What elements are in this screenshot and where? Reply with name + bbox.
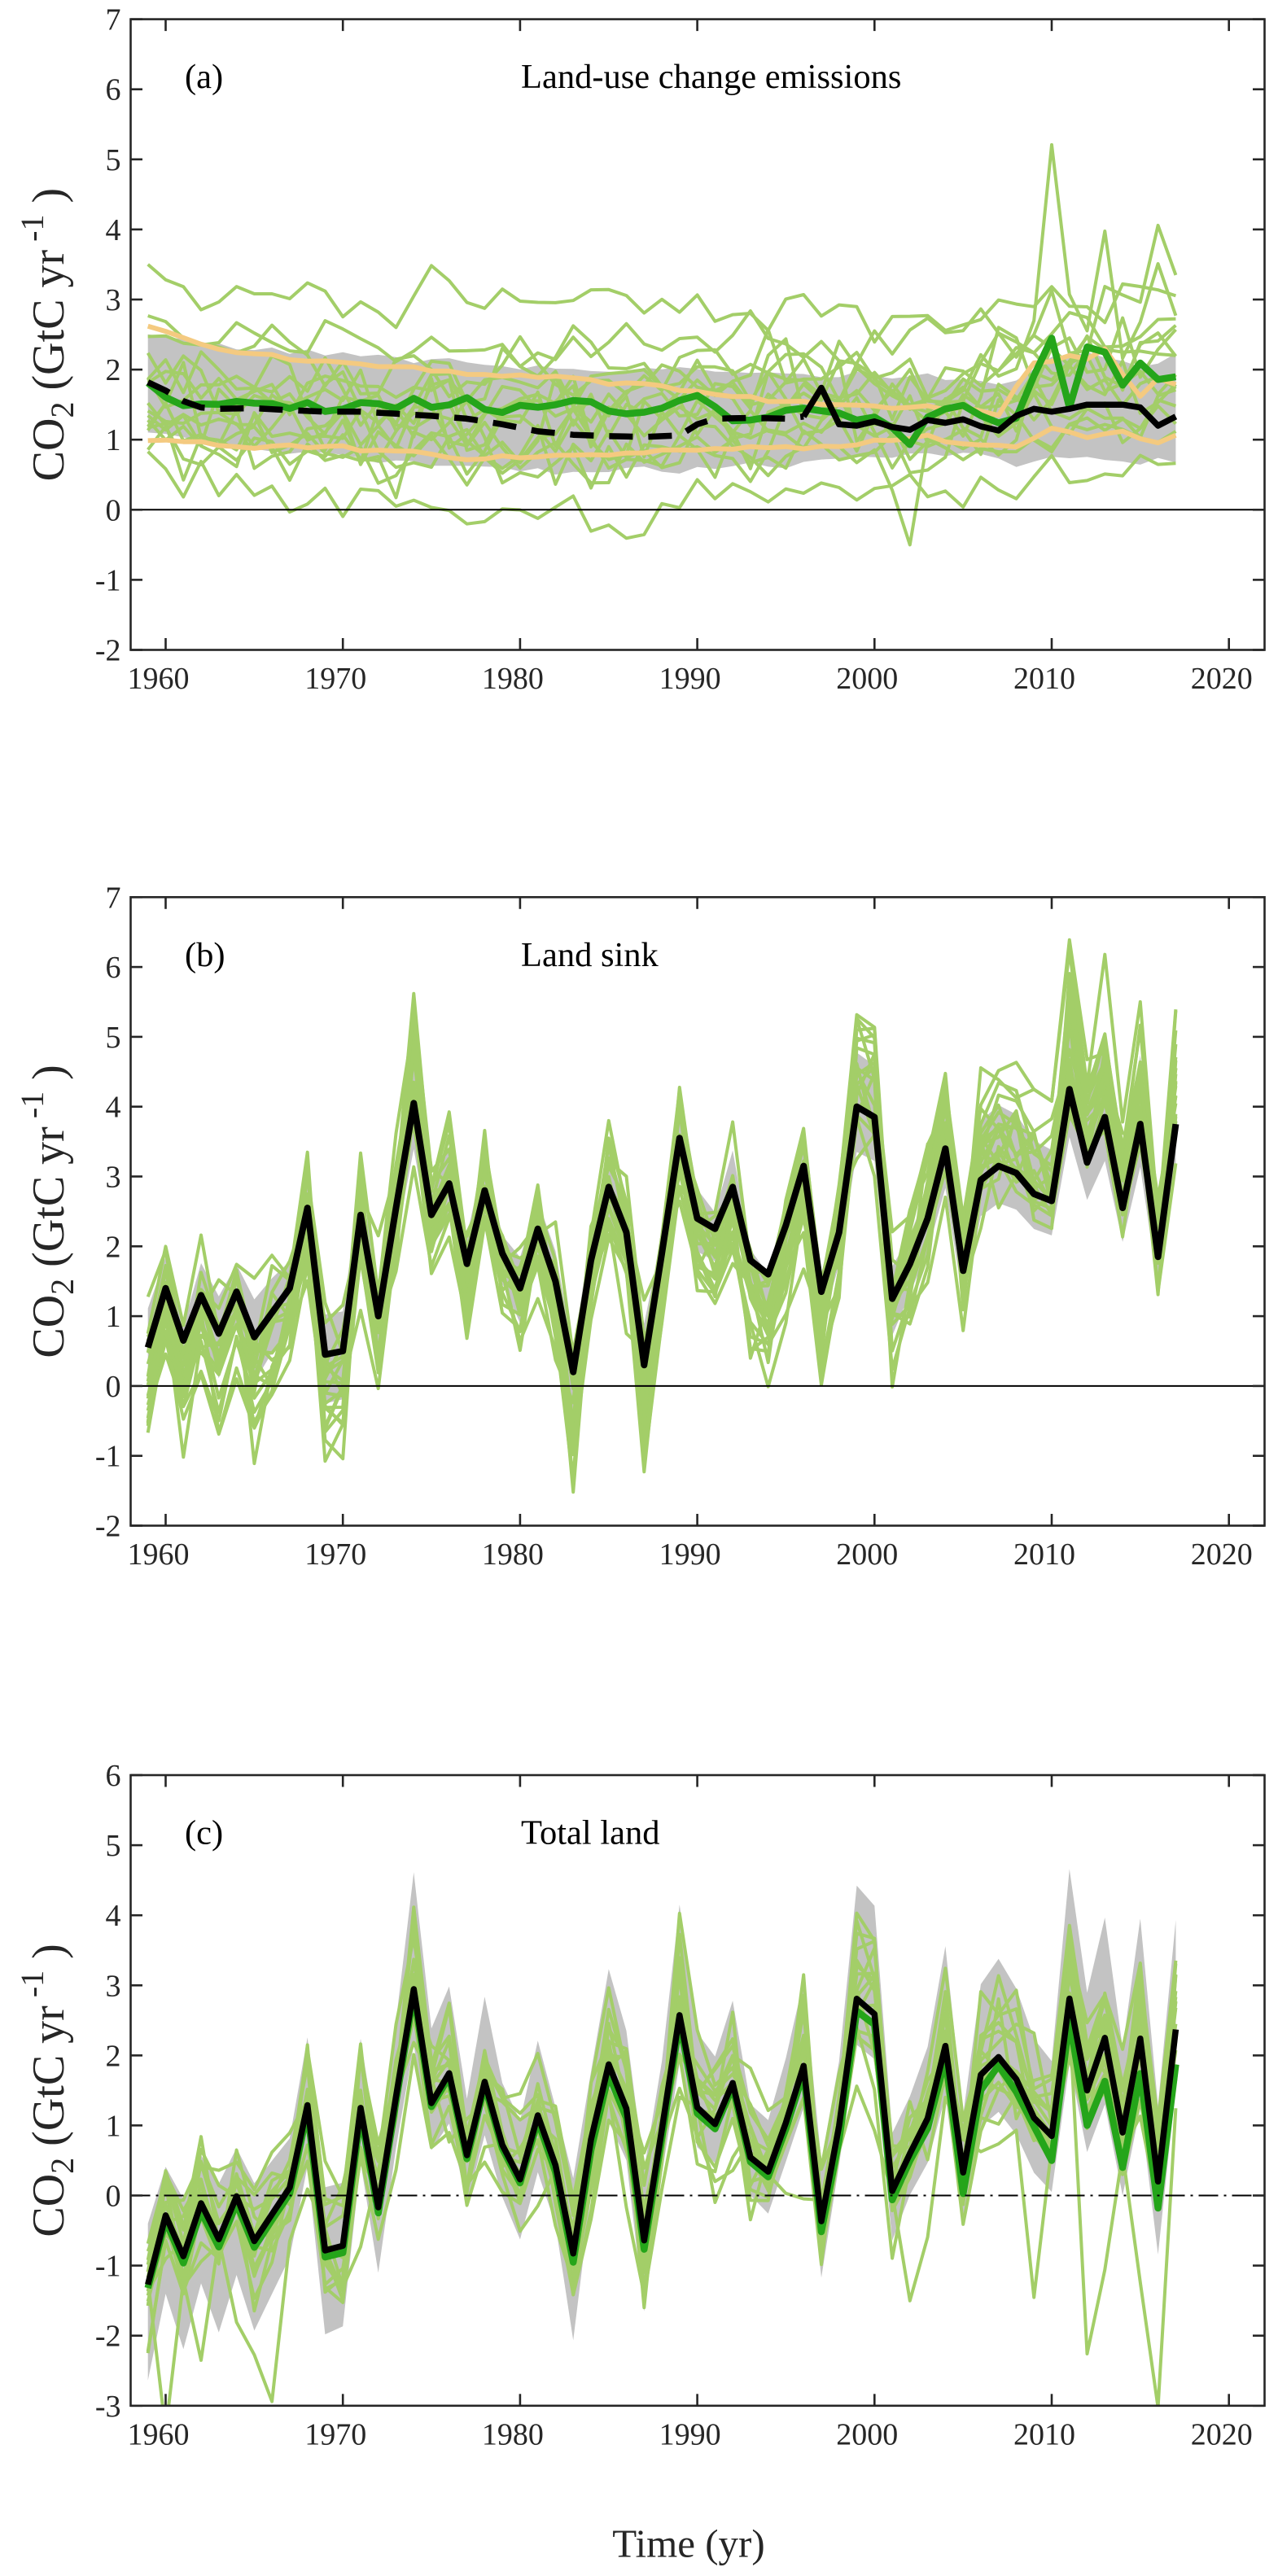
svg-text:1980: 1980 <box>482 1537 544 1572</box>
svg-text:Land sink: Land sink <box>521 936 659 974</box>
svg-text:0: 0 <box>106 1370 121 1404</box>
svg-text:2000: 2000 <box>836 662 898 696</box>
svg-text:-2: -2 <box>95 2320 121 2354</box>
svg-text:2: 2 <box>106 353 121 387</box>
svg-text:(a): (a) <box>185 58 223 96</box>
svg-text:1960: 1960 <box>128 2417 190 2451</box>
svg-text:7: 7 <box>106 881 121 915</box>
svg-text:1990: 1990 <box>659 1537 721 1572</box>
svg-text:(c): (c) <box>185 1814 223 1852</box>
svg-text:1: 1 <box>106 2109 121 2143</box>
svg-text:6: 6 <box>106 951 121 985</box>
svg-text:CO2 (GtC yr -1 ): CO2 (GtC yr -1 ) <box>14 1065 81 1358</box>
svg-text:-2: -2 <box>95 634 121 668</box>
svg-text:Land-use change emissions: Land-use change emissions <box>521 58 901 96</box>
svg-text:2010: 2010 <box>1013 1537 1075 1572</box>
svg-text:2010: 2010 <box>1013 2417 1075 2451</box>
svg-text:2000: 2000 <box>836 1537 898 1572</box>
svg-text:(b): (b) <box>185 936 225 974</box>
svg-text:1970: 1970 <box>304 1537 366 1572</box>
svg-text:-1: -1 <box>95 2250 121 2284</box>
svg-text:1980: 1980 <box>482 2417 544 2451</box>
svg-text:1960: 1960 <box>128 662 190 696</box>
svg-text:2: 2 <box>106 2039 121 2073</box>
svg-text:5: 5 <box>106 1829 121 1863</box>
svg-text:2: 2 <box>106 1230 121 1264</box>
svg-text:-2: -2 <box>95 1510 121 1544</box>
svg-text:Total land: Total land <box>521 1814 660 1852</box>
svg-text:-1: -1 <box>95 1440 121 1474</box>
svg-text:5: 5 <box>106 1021 121 1055</box>
svg-text:1: 1 <box>106 1300 121 1334</box>
svg-text:1960: 1960 <box>128 1537 190 1572</box>
svg-text:0: 0 <box>106 2180 121 2214</box>
svg-text:Time (yr): Time (yr) <box>612 2521 764 2566</box>
svg-text:1990: 1990 <box>659 2417 721 2451</box>
svg-text:7: 7 <box>106 3 121 37</box>
svg-text:2020: 2020 <box>1191 1537 1253 1572</box>
svg-text:3: 3 <box>106 1969 121 2003</box>
svg-text:2000: 2000 <box>836 2417 898 2451</box>
svg-text:2020: 2020 <box>1191 2417 1253 2451</box>
svg-text:1970: 1970 <box>304 662 366 696</box>
svg-text:3: 3 <box>106 283 121 317</box>
svg-text:6: 6 <box>106 73 121 107</box>
svg-text:5: 5 <box>106 143 121 177</box>
svg-text:2010: 2010 <box>1013 662 1075 696</box>
svg-text:1980: 1980 <box>482 662 544 696</box>
svg-text:1970: 1970 <box>304 2417 366 2451</box>
svg-text:2020: 2020 <box>1191 662 1253 696</box>
svg-text:4: 4 <box>106 213 121 247</box>
svg-text:-3: -3 <box>95 2390 121 2424</box>
svg-text:0: 0 <box>106 493 121 527</box>
svg-text:1990: 1990 <box>659 662 721 696</box>
svg-text:3: 3 <box>106 1161 121 1195</box>
svg-text:4: 4 <box>106 1091 121 1125</box>
svg-text:1: 1 <box>106 423 121 457</box>
svg-text:-1: -1 <box>95 563 121 597</box>
svg-text:6: 6 <box>106 1759 121 1793</box>
svg-text:4: 4 <box>106 1899 121 1933</box>
